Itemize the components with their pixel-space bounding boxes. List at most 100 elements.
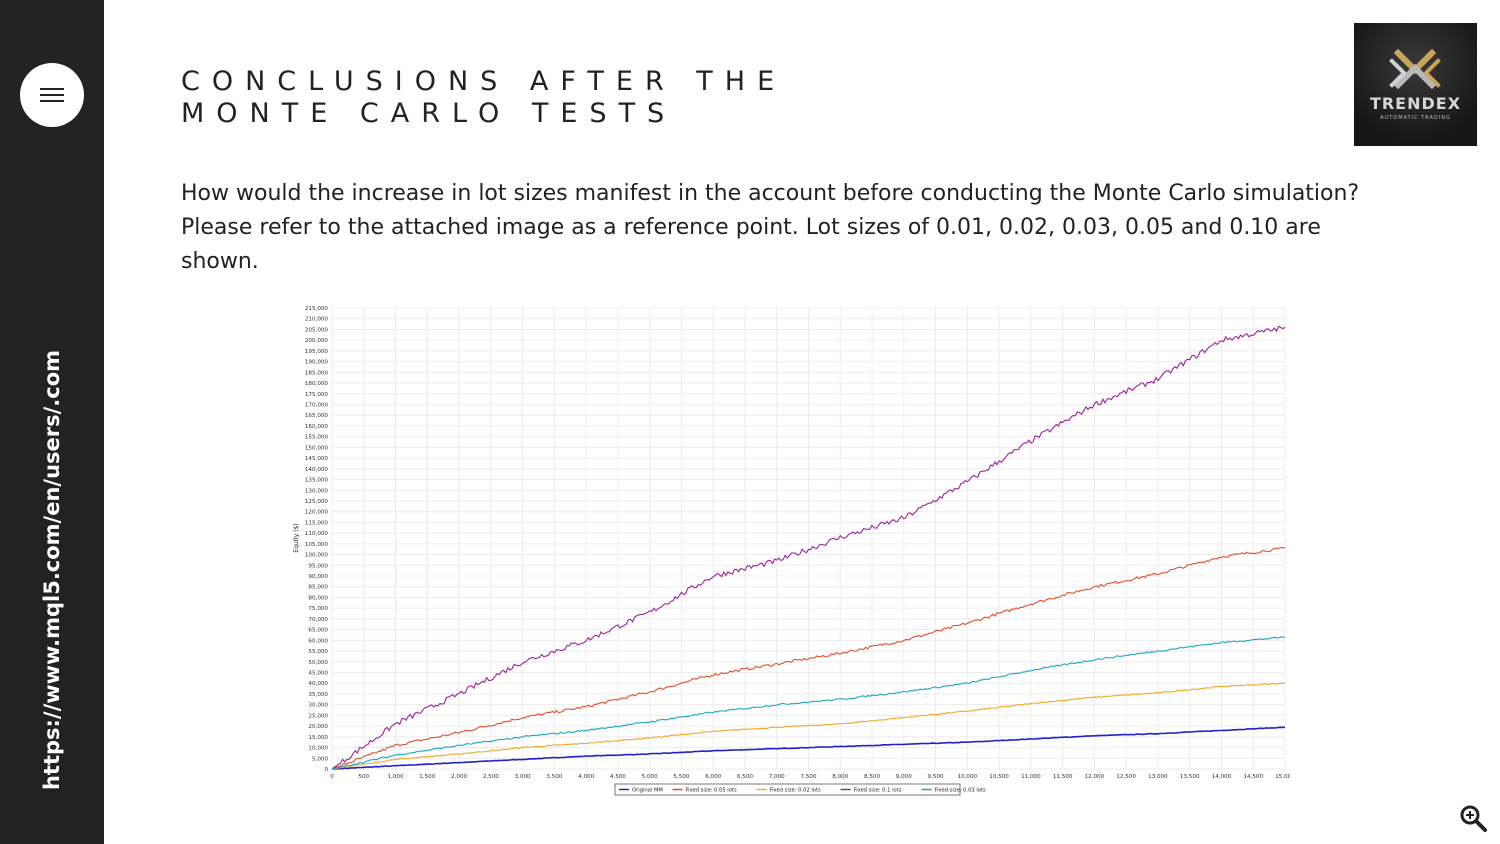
y-tick-label: 80,000 xyxy=(308,595,328,601)
y-tick-label: 65,000 xyxy=(308,628,328,634)
x-tick-label: 2,500 xyxy=(483,774,499,780)
y-axis-label: Equity ($) xyxy=(293,523,300,552)
hamburger-icon xyxy=(40,88,64,90)
legend-label: Fixed size: 0.05 lots xyxy=(686,788,737,794)
y-tick-label: 205,000 xyxy=(305,327,329,333)
legend-label: Original MM xyxy=(632,788,663,794)
x-tick-label: 6,000 xyxy=(705,774,721,780)
trendex-mark-icon xyxy=(1389,48,1441,90)
y-tick-label: 0 xyxy=(324,767,328,773)
page-title-line-2: MONTE CARLO TESTS xyxy=(181,98,677,129)
y-tick-label: 40,000 xyxy=(308,681,328,687)
x-tick-label: 10,500 xyxy=(989,774,1009,780)
x-tick-label: 5,500 xyxy=(673,774,689,780)
x-tick-label: 12,500 xyxy=(1116,774,1136,780)
page-title: CONCLUSIONS AFTER THE MONTE CARLO TESTS xyxy=(181,66,1281,130)
y-tick-label: 145,000 xyxy=(305,456,329,462)
x-tick-label: 11,500 xyxy=(1053,774,1073,780)
y-tick-label: 130,000 xyxy=(305,488,329,494)
x-tick-label: 3,500 xyxy=(546,774,562,780)
logo-name: TRENDEX xyxy=(1369,94,1462,113)
menu-button[interactable] xyxy=(20,63,84,127)
y-tick-label: 50,000 xyxy=(308,660,328,666)
trendex-logo: TRENDEX AUTOMATIC TRADING xyxy=(1354,23,1477,146)
y-tick-label: 5,000 xyxy=(312,756,328,762)
y-tick-label: 45,000 xyxy=(308,671,328,677)
y-tick-label: 200,000 xyxy=(305,338,329,344)
y-tick-label: 195,000 xyxy=(305,349,329,355)
legend-label: Fixed size: 0.03 lots xyxy=(935,788,986,794)
hamburger-icon xyxy=(40,100,64,102)
sidebar-url-link[interactable]: https://www.mql5.com/en/users/.com xyxy=(40,349,64,791)
y-tick-label: 115,000 xyxy=(305,520,329,526)
equity-line-chart: 0 5,000 10,000 15,000 20,000 25,000 30,000 35,0… xyxy=(293,306,1290,796)
x-tick-label: 4,000 xyxy=(578,774,594,780)
grid-lines xyxy=(331,307,1286,770)
logo-subtitle: AUTOMATIC TRADING xyxy=(1380,115,1451,121)
page-title-line-1: CONCLUSIONS AFTER THE xyxy=(181,66,787,97)
y-tick-label: 170,000 xyxy=(305,402,329,408)
y-tick-label: 120,000 xyxy=(305,510,329,516)
y-tick-label: 215,000 xyxy=(305,306,329,312)
y-tick-label: 85,000 xyxy=(308,585,328,591)
zoom-in-icon[interactable] xyxy=(1458,803,1488,833)
x-tick-label: 14,500 xyxy=(1243,774,1263,780)
x-tick-label: 1,500 xyxy=(419,774,435,780)
x-tick-label: 15,000 xyxy=(1275,774,1290,780)
y-tick-label: 175,000 xyxy=(305,392,329,398)
y-tick-label: 70,000 xyxy=(308,617,328,623)
y-tick-label: 125,000 xyxy=(305,499,329,505)
series-lines xyxy=(331,325,1286,770)
y-tick-label: 150,000 xyxy=(305,445,329,451)
x-tick-label: 6,500 xyxy=(737,774,753,780)
legend-box xyxy=(614,783,961,796)
y-axis-ticks: 0 5,000 10,000 15,000 20,000 25,000 30,000 35,0… xyxy=(305,306,329,773)
x-axis-ticks: 0 500 1,000 1,500 2,000 2,500 3,000 3,500 4,000 4… xyxy=(330,774,1290,780)
series-line xyxy=(331,726,1286,770)
y-tick-label: 185,000 xyxy=(305,370,329,376)
y-tick-label: 110,000 xyxy=(305,531,329,537)
y-tick-label: 75,000 xyxy=(308,606,328,612)
y-tick-label: 105,000 xyxy=(305,542,329,548)
y-tick-label: 190,000 xyxy=(305,360,329,366)
y-tick-label: 30,000 xyxy=(308,703,328,709)
y-tick-label: 135,000 xyxy=(305,478,329,484)
x-tick-label: 0 xyxy=(330,774,334,780)
y-tick-label: 160,000 xyxy=(305,424,329,430)
x-tick-label: 13,000 xyxy=(1148,774,1168,780)
x-tick-label: 4,500 xyxy=(610,774,626,780)
y-tick-label: 55,000 xyxy=(308,649,328,655)
y-tick-label: 165,000 xyxy=(305,413,329,419)
y-tick-label: 35,000 xyxy=(308,692,328,698)
y-tick-label: 15,000 xyxy=(308,735,328,741)
series-line xyxy=(331,546,1286,770)
y-tick-label: 210,000 xyxy=(305,317,329,323)
x-tick-label: 14,000 xyxy=(1212,774,1232,780)
series-line xyxy=(331,682,1286,770)
x-tick-label: 9,000 xyxy=(896,774,912,780)
y-tick-label: 10,000 xyxy=(308,746,328,752)
hamburger-icon xyxy=(40,94,64,96)
y-tick-label: 20,000 xyxy=(308,724,328,730)
x-tick-label: 10,000 xyxy=(958,774,978,780)
series-line xyxy=(331,636,1286,770)
y-tick-label: 90,000 xyxy=(308,574,328,580)
x-tick-label: 7,500 xyxy=(800,774,816,780)
x-tick-label: 13,500 xyxy=(1180,774,1200,780)
x-tick-label: 1,000 xyxy=(388,774,404,780)
x-tick-label: 9,500 xyxy=(928,774,944,780)
legend-label: Fixed size: 0.1 lots xyxy=(854,788,902,794)
y-tick-label: 100,000 xyxy=(305,553,329,559)
y-tick-label: 140,000 xyxy=(305,467,329,473)
intro-paragraph: How would the increase in lot sizes mani… xyxy=(181,181,1360,274)
sidebar: https://www.mql5.com/en/users/.com xyxy=(0,0,104,844)
x-tick-label: 11,000 xyxy=(1021,774,1041,780)
x-tick-label: 7,000 xyxy=(769,774,785,780)
x-tick-label: 2,000 xyxy=(451,774,467,780)
x-tick-label: 8,500 xyxy=(864,774,880,780)
y-tick-label: 95,000 xyxy=(308,563,328,569)
legend-label: Fixed size: 0.02 lots xyxy=(770,788,821,794)
series-line xyxy=(331,325,1286,770)
y-tick-label: 60,000 xyxy=(308,638,328,644)
y-tick-label: 25,000 xyxy=(308,713,328,719)
